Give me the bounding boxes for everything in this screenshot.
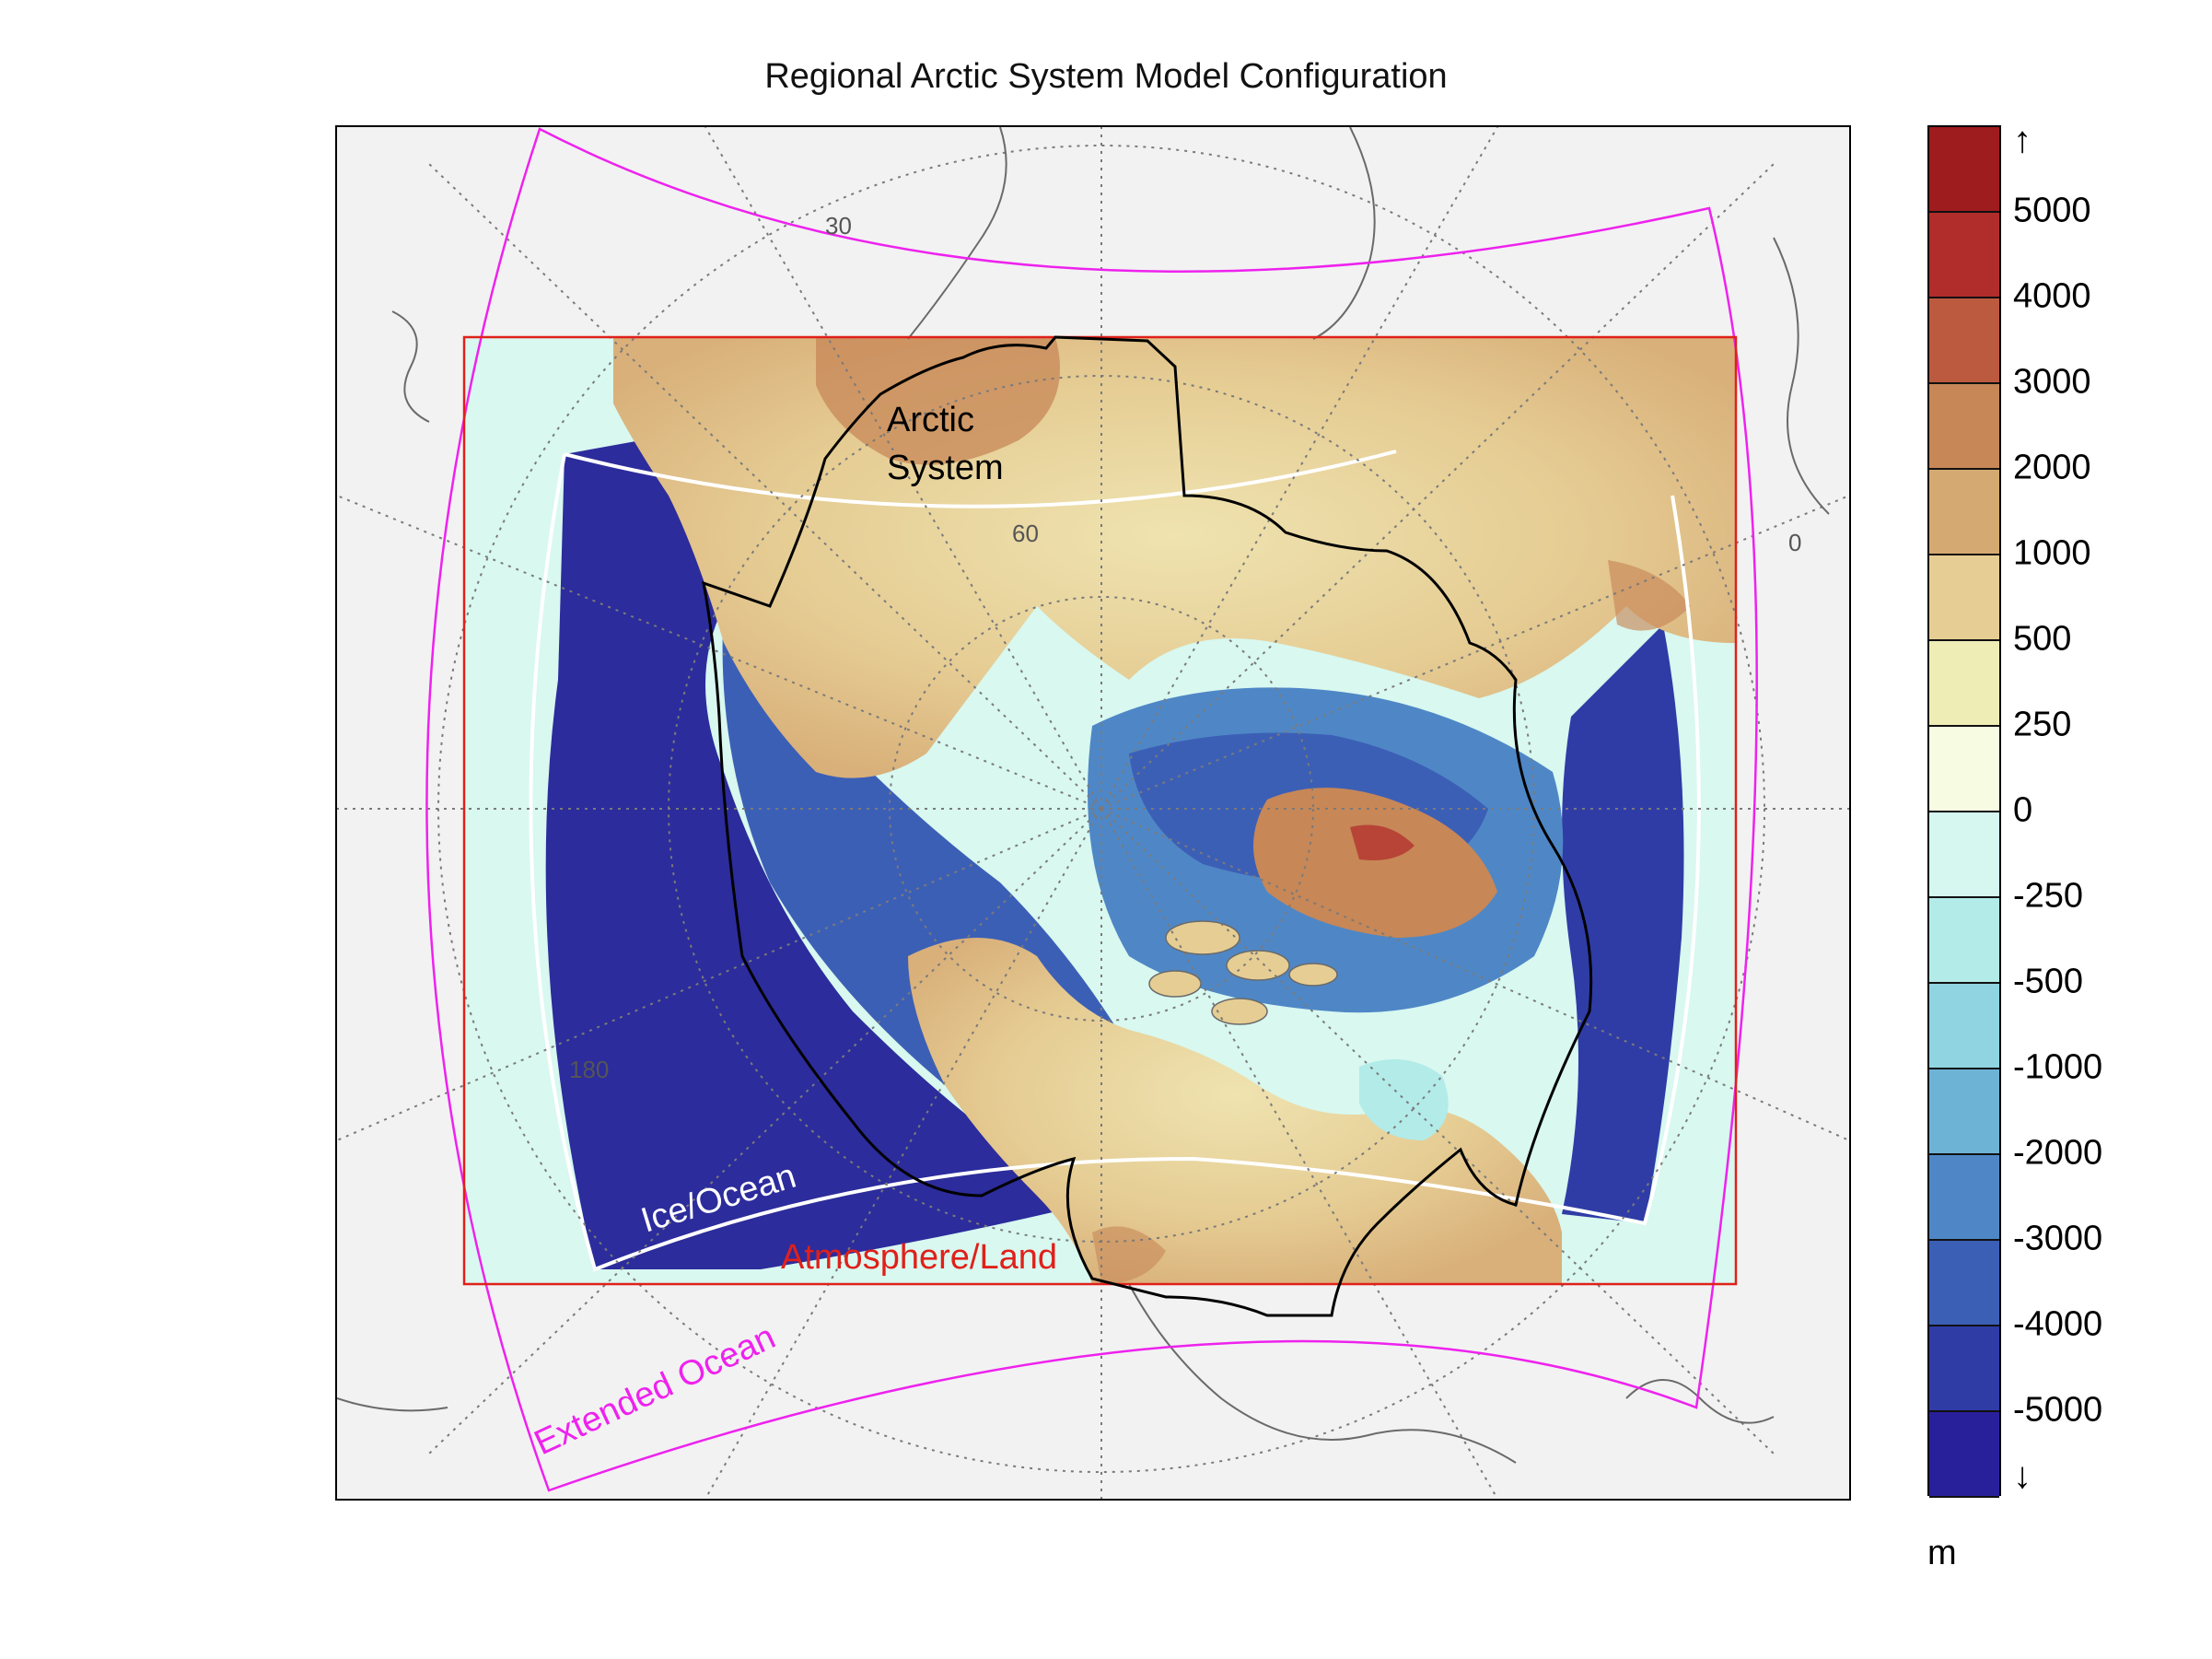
atlantic-deep-ocean bbox=[1562, 625, 1684, 1223]
colorbar-level-label: 1000 bbox=[2013, 533, 2091, 573]
colorbar-swatch bbox=[1929, 384, 1999, 470]
atmosphere-land-domain-outline bbox=[462, 335, 1738, 1286]
colorbar-level-label: 0 bbox=[2013, 790, 2033, 830]
siberia-highlands bbox=[816, 337, 1060, 465]
arctic-system-label-line1: Arctic bbox=[887, 401, 974, 439]
colorbar-level-label: 4000 bbox=[2013, 276, 2091, 316]
map-panel: 30 60 180 0 Arctic System Ice/Ocean Atmo… bbox=[335, 125, 1851, 1501]
rockies-highlands bbox=[1092, 1226, 1166, 1284]
extended-ocean-domain-outline bbox=[425, 127, 1758, 1492]
colorbar-level-label: -4000 bbox=[2013, 1304, 2103, 1344]
colorbar-top-arrow: ↑ bbox=[2013, 120, 2032, 160]
colorbar-bottom-arrow: ↓ bbox=[2013, 1455, 2032, 1496]
north-america-land bbox=[908, 938, 1562, 1284]
colorbar bbox=[1927, 125, 2001, 1498]
colorbar-level-label: -2000 bbox=[2013, 1133, 2103, 1173]
outer-coastlines bbox=[337, 127, 1830, 1464]
colorbar-swatch bbox=[1929, 298, 1999, 384]
colorbar-swatch bbox=[1929, 812, 1999, 898]
colorbar-swatch bbox=[1929, 1412, 1999, 1498]
atmosphere-land-label: Atmosphere/Land bbox=[781, 1238, 1057, 1277]
colorbar-swatch bbox=[1929, 127, 1999, 213]
map-title: Regional Arctic System Model Configurati… bbox=[764, 57, 1448, 96]
canadian-archipelago bbox=[1148, 920, 1338, 1025]
colorbar-swatch bbox=[1929, 213, 1999, 298]
colorbar-level-label: -250 bbox=[2013, 876, 2084, 916]
colorbar-swatch bbox=[1929, 1155, 1999, 1241]
colorbar-level-label: 500 bbox=[2013, 619, 2072, 659]
tibet-highlands bbox=[1608, 560, 1691, 631]
arctic-system-label-line2: System bbox=[887, 449, 1004, 487]
extended-ocean-label: Extended Ocean bbox=[529, 1317, 781, 1463]
greenland-ice-peak bbox=[1350, 824, 1415, 860]
graticule-label-180: 180 bbox=[569, 1056, 609, 1083]
colorbar-swatch bbox=[1929, 984, 1999, 1069]
colorbar-level-label: -500 bbox=[2013, 962, 2084, 1001]
colorbar-level-label: 2000 bbox=[2013, 448, 2091, 487]
colorbar-swatch bbox=[1929, 1326, 1999, 1412]
colorbar-swatch bbox=[1929, 1069, 1999, 1155]
graticule-label-0: 0 bbox=[1788, 529, 1801, 556]
ice-ocean-domain-edge bbox=[529, 450, 1701, 1272]
colorbar-swatch bbox=[1929, 1241, 1999, 1326]
colorbar-swatch bbox=[1929, 555, 1999, 641]
colorbar-swatch bbox=[1929, 470, 1999, 555]
colorbar-level-label: 3000 bbox=[2013, 362, 2091, 402]
colorbar-level-label: 250 bbox=[2013, 705, 2072, 744]
colorbar-level-label: 5000 bbox=[2013, 191, 2091, 230]
colorbar-units: m bbox=[1927, 1534, 1957, 1572]
graticule-label-60: 60 bbox=[1012, 520, 1039, 547]
colorbar-swatch bbox=[1929, 641, 1999, 727]
colorbar-level-label: -1000 bbox=[2013, 1047, 2103, 1087]
pacific-deep-ocean bbox=[545, 440, 1138, 1269]
greenland bbox=[1253, 788, 1497, 938]
colorbar-swatch bbox=[1929, 727, 1999, 812]
colorbar-level-label: -3000 bbox=[2013, 1219, 2103, 1258]
arctic-system-outline bbox=[702, 335, 1593, 1317]
graticule-label-30: 30 bbox=[825, 212, 852, 240]
colorbar-level-label: -5000 bbox=[2013, 1390, 2103, 1430]
map-canvas: 30 60 180 0 Arctic System Ice/Ocean Atmo… bbox=[337, 127, 1849, 1499]
colorbar-swatch bbox=[1929, 898, 1999, 984]
